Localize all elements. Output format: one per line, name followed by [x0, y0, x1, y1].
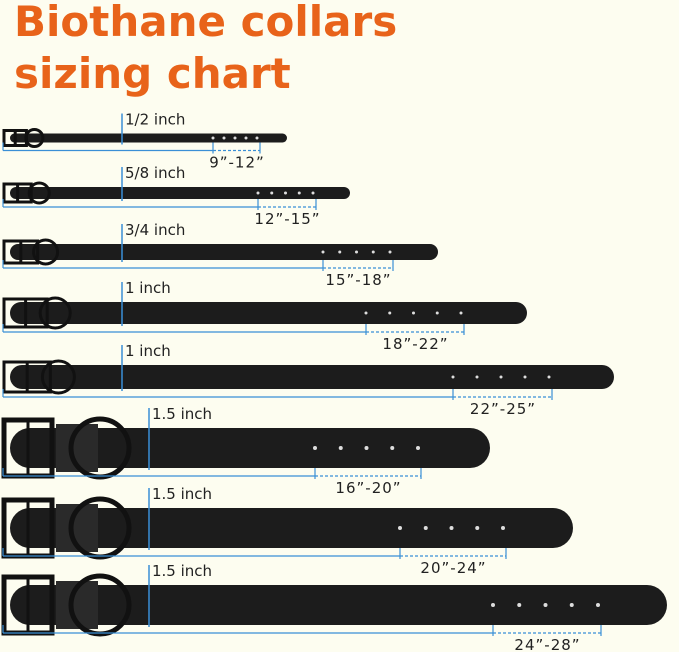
width-label: 3/4 inch — [125, 221, 185, 239]
width-label: 1.5 inch — [152, 562, 212, 580]
d-ring — [32, 238, 60, 266]
hole — [313, 446, 317, 450]
hole — [270, 191, 274, 195]
strap — [10, 187, 350, 199]
hole — [491, 603, 495, 607]
size-label: 18”-22” — [382, 335, 448, 353]
width-label: 1.5 inch — [152, 485, 212, 503]
width-label: 1 inch — [125, 279, 171, 297]
hole — [371, 250, 375, 254]
hole — [412, 311, 415, 315]
hole — [451, 375, 455, 379]
hole — [255, 136, 259, 140]
strap — [10, 133, 287, 143]
size-label: 15”-18” — [325, 271, 391, 289]
hole — [569, 603, 574, 607]
hole — [517, 603, 522, 607]
width-label: 1 inch — [125, 342, 171, 360]
strap — [10, 365, 614, 389]
hole — [211, 136, 215, 140]
hole — [233, 136, 237, 140]
d-ring — [68, 416, 132, 480]
hole — [547, 375, 551, 379]
hole — [244, 136, 248, 140]
strap — [10, 428, 490, 468]
hole — [338, 250, 342, 254]
d-ring — [38, 296, 72, 330]
hole — [423, 526, 428, 530]
hole — [499, 375, 503, 379]
hole — [475, 526, 480, 530]
hole — [388, 311, 392, 315]
hole — [398, 526, 402, 530]
hole — [459, 311, 463, 315]
hole — [311, 191, 315, 195]
hole — [449, 526, 454, 530]
hole — [364, 311, 368, 315]
strap — [10, 585, 667, 625]
d-ring — [27, 181, 51, 205]
hole — [338, 446, 343, 450]
size-label: 20”-24” — [420, 559, 486, 577]
size-label: 22”-25” — [470, 400, 536, 418]
hole — [543, 603, 548, 607]
d-ring — [68, 573, 132, 637]
hole — [390, 446, 395, 450]
hole — [388, 250, 392, 254]
d-ring — [68, 496, 132, 560]
hole — [475, 375, 479, 379]
width-label: 5/8 inch — [125, 164, 185, 182]
hole — [523, 375, 527, 379]
size-label: 9”-12” — [209, 154, 265, 172]
title: Biothane collars — [14, 0, 397, 46]
hole — [297, 191, 301, 195]
hole — [596, 603, 600, 607]
strap — [10, 302, 527, 324]
hole — [321, 250, 325, 254]
size-label: 16”-20” — [335, 479, 401, 497]
width-label: 1.5 inch — [152, 405, 212, 423]
width-label: 1/2 inch — [125, 111, 185, 129]
strap — [10, 244, 438, 260]
strap — [10, 508, 573, 548]
hole — [284, 191, 287, 195]
hole — [435, 311, 439, 315]
d-ring — [24, 128, 45, 148]
size-label: 24”-28” — [514, 636, 580, 652]
hole — [416, 446, 420, 450]
hole — [222, 136, 226, 140]
size-label: 12”-15” — [254, 210, 320, 228]
hole — [256, 191, 260, 195]
hole — [501, 526, 505, 530]
d-ring — [40, 359, 76, 395]
title: sizing chart — [14, 49, 291, 98]
hole — [364, 446, 369, 450]
hole — [355, 250, 358, 254]
